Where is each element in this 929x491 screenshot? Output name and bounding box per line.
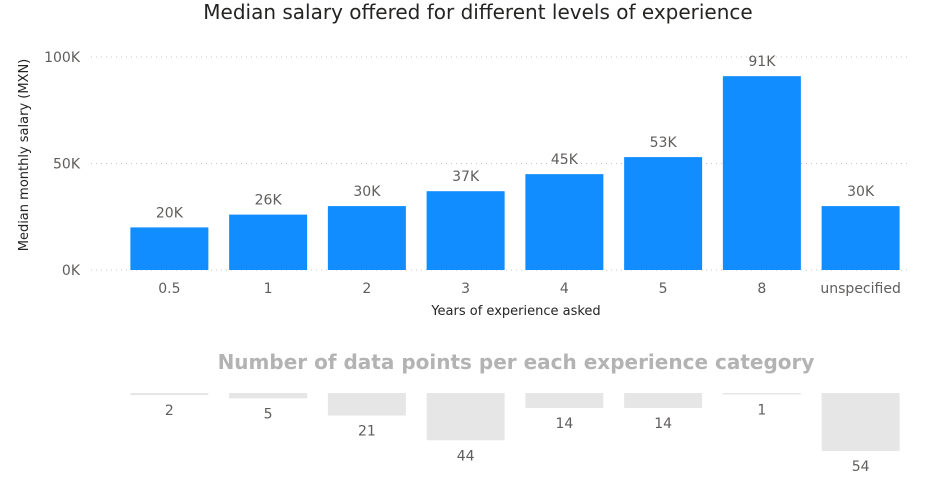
x-tick-labels: 0.5 1 2 3 4 5 8 unspecified [158,281,901,297]
y-tick-labels: 0K 50K 100K [44,50,81,279]
salary-bar [229,214,308,270]
count-bar [722,393,801,395]
count-bar [821,393,900,451]
count-data-label: 21 [358,424,376,440]
y-tick-label: 100K [44,50,81,66]
count-bar [525,393,604,409]
x-tick-label: 2 [362,281,371,297]
salary-bar [426,191,505,270]
salary-data-label: 91K [748,54,776,70]
x-tick-label: 8 [757,281,766,297]
x-tick-label: 0.5 [158,281,180,297]
y-axis-title: Median monthly salary (MXN) [17,59,32,252]
count-chart-title: Number of data points per each experienc… [218,350,815,374]
salary-bar [525,174,604,270]
x-tick-label: 4 [560,281,569,297]
chart-title: Median salary offered for different leve… [203,0,752,24]
y-tick-label: 0K [62,263,81,279]
count-bar [327,393,406,416]
salary-data-label: 30K [847,184,875,200]
salary-data-label: 45K [551,152,579,168]
x-tick-label: unspecified [820,281,900,297]
salary-bar [722,76,801,270]
count-bar [229,393,308,399]
salary-data-label: 53K [650,135,678,151]
salary-bar [821,206,900,270]
count-data-label: 14 [654,416,672,432]
salary-data-label: 37K [452,169,480,185]
count-bar [624,393,703,409]
salary-data-label: 20K [156,205,184,221]
count-data-label: 2 [165,403,174,419]
count-data-label: 1 [757,403,766,419]
x-tick-label: 1 [264,281,273,297]
count-bar [426,393,505,441]
x-tick-label: 5 [659,281,668,297]
salary-bar [327,206,406,270]
count-data-label: 14 [555,416,573,432]
salary-bars [130,76,900,270]
count-data-label: 54 [852,459,870,475]
x-tick-label: 3 [461,281,470,297]
y-tick-label: 50K [53,157,81,173]
count-data-label: 44 [457,448,475,464]
x-axis-title: Years of experience asked [430,304,600,319]
salary-data-label: 26K [255,193,283,209]
count-data-label: 5 [264,406,273,422]
salary-bar [130,227,209,270]
salary-bar [624,157,703,270]
count-bars [130,393,900,451]
salary-data-label: 30K [353,184,381,200]
count-data-labels: 2 5 21 44 14 14 1 54 [165,403,870,476]
salary-data-labels: 20K 26K 30K 37K 45K 53K 91K 30K [156,54,875,221]
count-bar [130,393,209,396]
